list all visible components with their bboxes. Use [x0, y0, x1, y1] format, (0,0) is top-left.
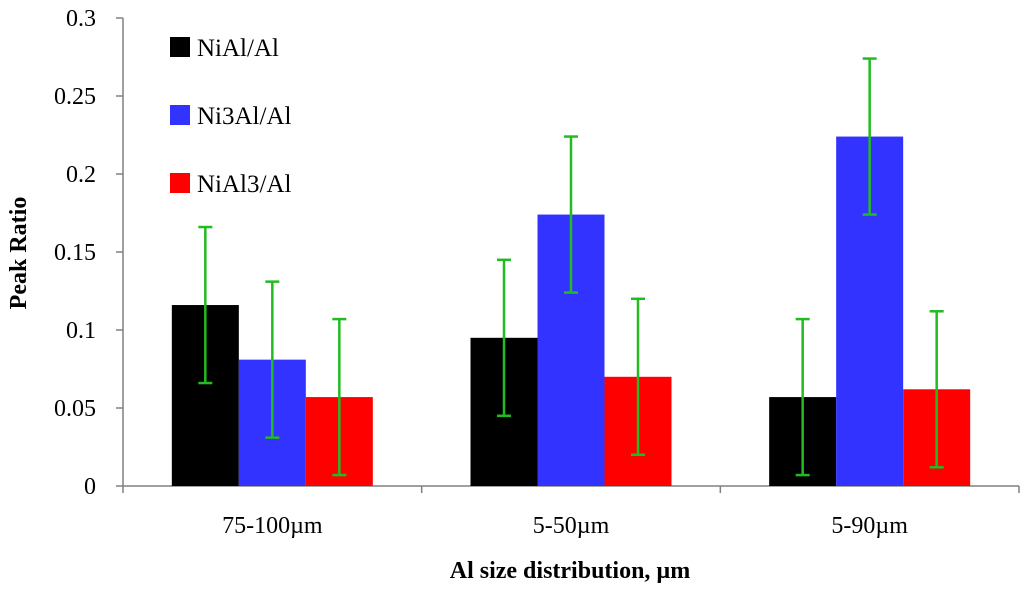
y-tick-label: 0.25 [54, 84, 96, 110]
legend-swatch [170, 173, 190, 193]
y-tick-label: 0 [84, 474, 96, 500]
x-axis: 75-100µm 5-50µm 5-90µm [122, 485, 1020, 539]
y-tick-label: 0.1 [66, 318, 96, 344]
y-axis-title: Peak Ratio [6, 197, 32, 310]
y-tick-label: 0.3 [66, 6, 96, 32]
bar-series-group [171, 136, 971, 486]
error-bar-group [198, 57, 944, 477]
x-axis-title: Al size distribution, µm [450, 558, 691, 584]
x-tick-label: 75-100µm [222, 513, 323, 539]
legend-label: Ni3Al/Al [197, 103, 292, 130]
legend: NiAl/Al Ni3Al/Al NiAl3/Al [170, 35, 292, 198]
y-tick-label: 0.05 [54, 396, 96, 422]
x-tick-label: 5-50µm [533, 513, 610, 539]
y-axis: 0 0.05 0.1 0.15 0.2 0.25 0.3 [54, 6, 124, 500]
legend-label: NiAl/Al [197, 35, 279, 62]
y-tick-label: 0.15 [54, 240, 96, 266]
legend-swatch [170, 37, 190, 57]
legend-swatch [170, 105, 190, 125]
x-tick-label: 5-90µm [831, 513, 908, 539]
legend-label: NiAl3/Al [197, 171, 292, 198]
y-tick-label: 0.2 [66, 162, 96, 188]
